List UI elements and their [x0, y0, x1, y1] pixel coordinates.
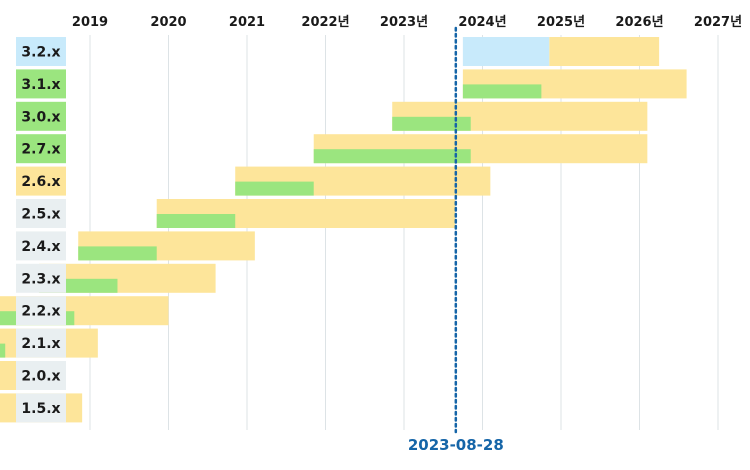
active-bar-2-6-x — [235, 181, 314, 196]
x-tick-label: 2023년 — [380, 15, 428, 30]
x-tick-label: 2022년 — [301, 15, 349, 30]
version-label-box-2-5-x — [16, 199, 66, 228]
today-marker: 2023-08-28 — [408, 26, 504, 454]
version-label-box-3-2-x — [16, 37, 66, 66]
active-bar-3-1-x — [462, 84, 542, 99]
version-label: 2.5.x — [21, 207, 60, 223]
version-labels: 3.2.x 3.1.x 3.0.x 2.7.x 2.6.x 2.5.x 2.4.x 2.3.x… — [16, 37, 66, 423]
version-bars — [0, 37, 687, 423]
version-label-box-2-0-x — [16, 361, 66, 390]
version-label: 2.7.x — [21, 142, 60, 158]
today-date-label: 2023-08-28 — [408, 436, 504, 454]
active-bar-2-1-x — [0, 343, 6, 358]
active-bar-2-4-x — [78, 246, 157, 261]
version-label-box-2-3-x — [16, 263, 66, 293]
version-label: 3.1.x — [21, 77, 60, 93]
x-tick-label: 2027년 — [694, 15, 742, 30]
preview-bar-3-2-x — [462, 37, 550, 66]
x-tick-label: 2025년 — [537, 15, 585, 30]
version-label-box-2-7-x — [16, 134, 66, 164]
version-label: 1.5.x — [21, 401, 60, 417]
version-label-box-2-6-x — [16, 166, 66, 196]
active-bar-2-7-x — [313, 149, 471, 164]
version-label: 2.1.x — [21, 336, 60, 352]
x-tick-label: 2019 — [72, 15, 108, 30]
version-label: 2.0.x — [21, 369, 60, 385]
support-bar-3-2-x — [549, 37, 660, 66]
version-label: 3.2.x — [21, 45, 60, 61]
x-tick-label: 2026년 — [615, 15, 663, 30]
version-label: 2.6.x — [21, 174, 60, 190]
version-label-box-3-1-x — [16, 69, 66, 99]
version-label-box-3-0-x — [16, 101, 66, 131]
version-label: 3.0.x — [21, 109, 60, 125]
x-tick-label: 2021 — [229, 15, 265, 30]
gridlines — [89, 35, 719, 430]
version-label: 2.3.x — [21, 271, 60, 287]
x-axis-ticks: 2019 2020 2021 2022년 2023년 2024년 2025년 2026년 202… — [72, 15, 742, 30]
version-label-box-2-4-x — [16, 231, 66, 261]
active-bar-2-5-x — [156, 214, 236, 228]
version-label-box-2-1-x — [16, 328, 66, 358]
version-label: 2.4.x — [21, 239, 60, 255]
active-bar-3-0-x — [392, 116, 471, 131]
x-tick-label: 2024년 — [458, 15, 506, 30]
version-label-box-1-5-x — [16, 393, 66, 423]
x-tick-label: 2020 — [150, 15, 186, 30]
version-label: 2.2.x — [21, 304, 60, 320]
version-label-box-2-2-x — [16, 296, 66, 326]
